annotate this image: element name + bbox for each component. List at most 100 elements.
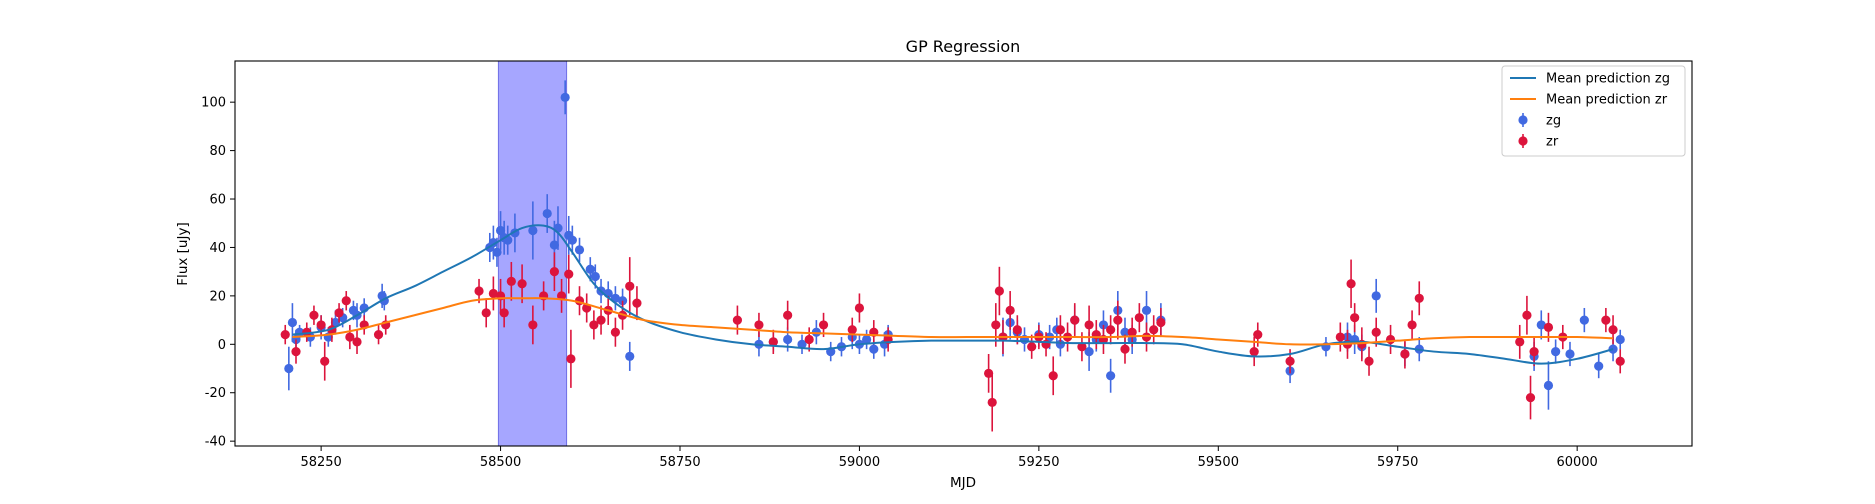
point-zr bbox=[991, 320, 1000, 329]
point-zr bbox=[352, 337, 361, 346]
point-zg bbox=[543, 209, 552, 218]
point-zr bbox=[1006, 306, 1015, 315]
point-zr bbox=[281, 330, 290, 339]
point-zr bbox=[783, 311, 792, 320]
point-zr bbox=[1156, 318, 1165, 327]
point-zg bbox=[783, 335, 792, 344]
point-zg bbox=[869, 345, 878, 354]
point-zr bbox=[566, 354, 575, 363]
point-zr bbox=[819, 320, 828, 329]
line-mean-prediction-zr bbox=[292, 298, 1613, 344]
y-tick-label: 100 bbox=[201, 96, 226, 111]
point-zr bbox=[291, 347, 300, 356]
point-zr bbox=[342, 296, 351, 305]
point-zr bbox=[1601, 315, 1610, 324]
point-zr bbox=[733, 315, 742, 324]
point-zg bbox=[1142, 306, 1151, 315]
point-zr bbox=[550, 267, 559, 276]
point-zr bbox=[1285, 357, 1294, 366]
point-zr bbox=[754, 320, 763, 329]
point-zr bbox=[1522, 311, 1531, 320]
point-zg bbox=[1616, 335, 1625, 344]
point-zr bbox=[474, 286, 483, 295]
point-zr bbox=[528, 320, 537, 329]
legend-marker-swatch bbox=[1518, 136, 1527, 145]
point-zr bbox=[1120, 345, 1129, 354]
y-tick-label: 80 bbox=[209, 144, 226, 159]
point-zg bbox=[528, 226, 537, 235]
point-zr bbox=[1372, 328, 1381, 337]
point-zr bbox=[1056, 325, 1065, 334]
point-zg bbox=[625, 352, 634, 361]
point-zr bbox=[855, 303, 864, 312]
series-zg bbox=[284, 80, 1625, 409]
point-zr bbox=[1070, 315, 1079, 324]
x-tick-label: 59000 bbox=[839, 455, 880, 470]
point-zr bbox=[374, 330, 383, 339]
x-axis: 58250 58500 58750 59000 59250 59500 59750 60000 bbox=[300, 446, 1597, 470]
point-zr bbox=[500, 308, 509, 317]
y-axis-label: Flux [uJy] bbox=[175, 222, 191, 285]
point-zr bbox=[1526, 393, 1535, 402]
point-zr bbox=[1253, 330, 1262, 339]
x-tick-label: 59250 bbox=[1018, 455, 1059, 470]
point-zr bbox=[1085, 320, 1094, 329]
point-zr bbox=[317, 320, 326, 329]
point-zg bbox=[575, 245, 584, 254]
legend-marker-swatch bbox=[1518, 115, 1527, 124]
point-zg bbox=[1580, 315, 1589, 324]
x-tick-label: 58500 bbox=[480, 455, 521, 470]
x-tick-label: 59500 bbox=[1198, 455, 1239, 470]
legend-label: Mean prediction zr bbox=[1546, 93, 1668, 108]
x-tick-label: 60000 bbox=[1556, 455, 1597, 470]
point-zr bbox=[1013, 325, 1022, 334]
chart-title: GP Regression bbox=[906, 37, 1021, 56]
point-zr bbox=[995, 286, 1004, 295]
y-tick-label: 0 bbox=[218, 338, 226, 353]
point-zr bbox=[848, 325, 857, 334]
point-zr bbox=[1336, 332, 1345, 341]
point-zr bbox=[1350, 313, 1359, 322]
point-zg bbox=[1565, 349, 1574, 358]
point-zr bbox=[988, 398, 997, 407]
point-zr bbox=[1135, 313, 1144, 322]
point-zr bbox=[1407, 320, 1416, 329]
point-zr bbox=[309, 311, 318, 320]
x-tick-label: 58250 bbox=[300, 455, 341, 470]
point-zr bbox=[1415, 294, 1424, 303]
point-zg bbox=[1106, 371, 1115, 380]
point-zr bbox=[320, 357, 329, 366]
y-tick-label: -40 bbox=[205, 435, 226, 450]
point-zg bbox=[1551, 347, 1560, 356]
plot-frame bbox=[235, 61, 1692, 446]
point-zr bbox=[1616, 357, 1625, 366]
point-zr bbox=[1529, 347, 1538, 356]
point-zr bbox=[1027, 342, 1036, 351]
legend-label: zg bbox=[1546, 114, 1561, 129]
point-zr bbox=[632, 299, 641, 308]
point-zr bbox=[625, 282, 634, 291]
point-zr bbox=[1386, 335, 1395, 344]
point-zr bbox=[1515, 337, 1524, 346]
point-zr bbox=[1142, 332, 1151, 341]
series-zr bbox=[281, 252, 1625, 431]
point-zr bbox=[1544, 323, 1553, 332]
point-zr bbox=[334, 308, 343, 317]
y-tick-label: -20 bbox=[205, 386, 226, 401]
point-zg bbox=[288, 318, 297, 327]
point-zr bbox=[1400, 349, 1409, 358]
y-tick-label: 20 bbox=[209, 289, 226, 304]
point-zr bbox=[1049, 371, 1058, 380]
point-zr bbox=[517, 279, 526, 288]
point-zr bbox=[482, 308, 491, 317]
point-zr bbox=[1106, 325, 1115, 334]
point-zr bbox=[611, 328, 620, 337]
legend-label: zr bbox=[1546, 135, 1559, 150]
point-zr bbox=[1250, 347, 1259, 356]
point-zr bbox=[1149, 325, 1158, 334]
y-tick-label: 40 bbox=[209, 241, 226, 256]
point-zr bbox=[1113, 315, 1122, 324]
x-tick-label: 58750 bbox=[659, 455, 700, 470]
